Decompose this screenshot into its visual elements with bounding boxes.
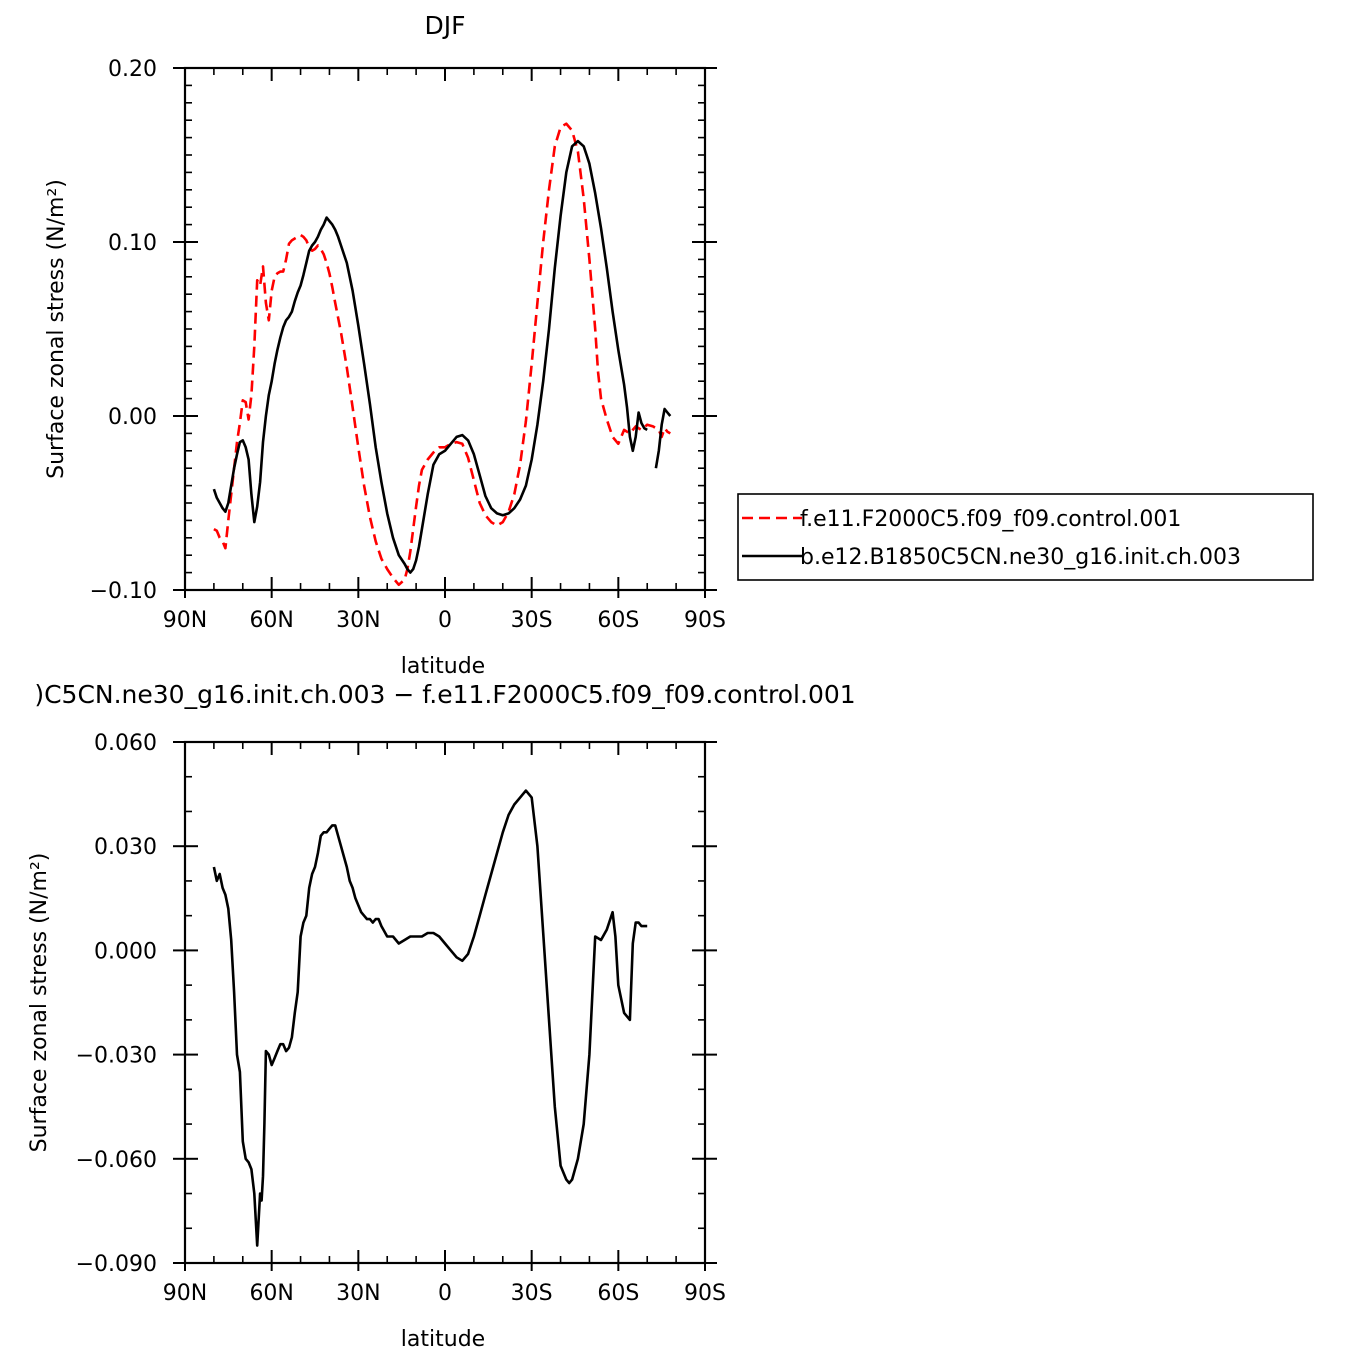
chart-title: )C5CN.ne30_g16.init.ch.003 − f.e11.F2000… — [34, 680, 855, 709]
legend-box — [737, 493, 1314, 581]
y-tick-label: −0.090 — [76, 1252, 157, 1277]
y-axis-label: Surface zonal stress (N/m²) — [27, 853, 52, 1153]
bottom-panel: )C5CN.ne30_g16.init.ch.003 − f.e11.F2000… — [27, 680, 856, 1352]
x-axis-label: latitude — [401, 654, 485, 679]
y-tick-label: 0.00 — [108, 405, 157, 430]
x-tick-label: 30S — [511, 608, 553, 633]
y-tick-label: 0.20 — [108, 57, 157, 82]
series-line-0 — [212, 789, 648, 1247]
x-tick-label: 90S — [684, 1281, 726, 1306]
y-tick-label: −0.030 — [76, 1044, 157, 1069]
x-tick-label: 60N — [249, 608, 293, 633]
x-tick-label: 90N — [163, 608, 207, 633]
legend: f.e11.F2000C5.f09_f09.control.001 b.e12.B… — [737, 493, 1314, 581]
y-tick-label: 0.000 — [94, 939, 157, 964]
top-panel: DJF 90N 60N 30N 0 30S 60S 90S −0.10 0.00 0.10 0.20 l… — [44, 11, 726, 679]
x-tick-label: 30N — [336, 608, 380, 633]
x-tick-label: 30N — [336, 1281, 380, 1306]
series-line-0 — [213, 122, 671, 587]
x-tick-label: 90S — [684, 608, 726, 633]
x-tick-label: 90N — [163, 1281, 207, 1306]
x-axis-label: latitude — [401, 1327, 485, 1352]
y-axis-label: Surface zonal stress (N/m²) — [44, 179, 69, 479]
chart-title: DJF — [424, 11, 465, 40]
x-tick-label: 60S — [597, 608, 639, 633]
x-tick-label: 0 — [438, 1281, 452, 1306]
legend-label: f.e11.F2000C5.f09_f09.control.001 — [800, 507, 1181, 532]
y-tick-label: −0.10 — [90, 579, 157, 604]
plot-frame — [183, 66, 707, 592]
x-tick-label: 60N — [249, 1281, 293, 1306]
y-tick-label: 0.030 — [94, 835, 157, 860]
x-tick-label: 30S — [511, 1281, 553, 1306]
x-tick-label: 60S — [597, 1281, 639, 1306]
series-line-1 — [212, 139, 648, 574]
series-line-2 — [654, 407, 672, 469]
x-tick-label: 0 — [438, 608, 452, 633]
y-tick-label: 0.10 — [108, 231, 157, 256]
y-tick-label: 0.060 — [94, 731, 157, 756]
y-tick-label: −0.060 — [76, 1148, 157, 1173]
legend-label: b.e12.B1850C5CN.ne30_g16.init.ch.003 — [800, 545, 1241, 570]
